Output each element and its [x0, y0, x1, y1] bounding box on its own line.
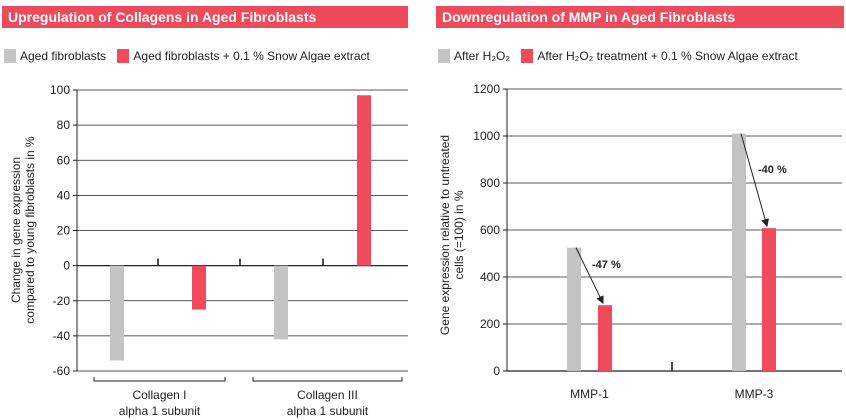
y-tick-label: -60: [53, 364, 71, 378]
annotation-label: -47 %: [592, 259, 621, 271]
bar-extract-2: [357, 95, 371, 266]
category-label: Collagen III: [297, 388, 358, 402]
y-axis-label-line: Gene expression relative to untreated: [438, 135, 452, 335]
legend-label: Aged fibroblasts + 0.1 % Snow Algae extr…: [133, 49, 370, 63]
legend-swatch: [521, 49, 534, 63]
y-tick-label: 200: [480, 317, 500, 331]
y-axis-label-line: compared to young fibroblasts in %: [23, 136, 37, 324]
category-label: MMP-1: [570, 387, 609, 401]
y-tick-label: -20: [53, 294, 71, 308]
legend-label: After H₂O₂ treatment + 0.1 % Snow Algae …: [537, 49, 798, 63]
bar-h2o2-1: [567, 247, 581, 371]
left-legend-item-1: Aged fibroblasts: [4, 48, 106, 64]
y-tick-label: 40: [57, 188, 71, 202]
left-chart-title: Upregulation of Collagens in Aged Fibrob…: [2, 6, 408, 28]
y-tick-label: 80: [57, 118, 71, 132]
change-arrow: [740, 133, 769, 228]
annotation-label: -40 %: [758, 164, 787, 176]
y-tick-label: 600: [480, 223, 500, 237]
y-axis-label: Gene expression relative to untreated cel…: [438, 135, 466, 335]
y-axis-label-line: cells (=100) in %: [452, 190, 466, 279]
y-tick-label: 1200: [473, 82, 500, 96]
category-label: alpha 1 subunit: [119, 404, 201, 418]
y-tick-label: 0: [63, 259, 70, 273]
y-tick-label: 400: [480, 270, 500, 284]
left-legend: Aged fibroblasts Aged fibroblasts + 0.1 …: [4, 48, 378, 64]
y-tick-label: 20: [57, 224, 71, 238]
category-label: alpha 1 subunit: [287, 404, 369, 418]
legend-swatch: [4, 49, 16, 63]
category-bracket: [252, 377, 403, 382]
legend-label: Aged fibroblasts: [20, 49, 107, 63]
legend-label: After H₂O₂: [454, 49, 510, 63]
bar-aged-1: [110, 265, 124, 361]
bar-extract-1: [192, 265, 206, 310]
bar-aged-2: [274, 265, 288, 340]
y-tick-label: 800: [480, 176, 500, 190]
y-tick-label: 100: [50, 83, 70, 97]
right-legend-item-1: After H₂O₂: [438, 48, 510, 64]
category-label: Collagen I: [132, 388, 186, 402]
change-arrow: [575, 247, 604, 305]
y-axis-label: Change in gene expression compared to you…: [9, 136, 37, 324]
bar-treatment-2: [762, 228, 776, 371]
category-bracket: [93, 377, 226, 382]
category-label: MMP-3: [735, 387, 774, 401]
y-tick-label: 1000: [473, 129, 500, 143]
y-tick-label: 0: [493, 364, 500, 378]
right-legend: After H₂O₂ After H₂O₂ treatment + 0.1 % …: [438, 48, 806, 64]
bar-h2o2-2: [732, 133, 746, 371]
right-legend-item-2: After H₂O₂ treatment + 0.1 % Snow Algae …: [521, 48, 798, 64]
bar-treatment-1: [598, 305, 612, 371]
y-axis-label-line: Change in gene expression: [9, 157, 23, 303]
legend-swatch: [117, 49, 130, 63]
legend-swatch: [438, 49, 450, 63]
y-tick-label: -40: [53, 329, 71, 343]
y-tick-label: 60: [57, 153, 71, 167]
right-chart-title: Downregulation of MMP in Aged Fibroblast…: [436, 6, 844, 28]
left-legend-item-2: Aged fibroblasts + 0.1 % Snow Algae extr…: [117, 48, 370, 64]
